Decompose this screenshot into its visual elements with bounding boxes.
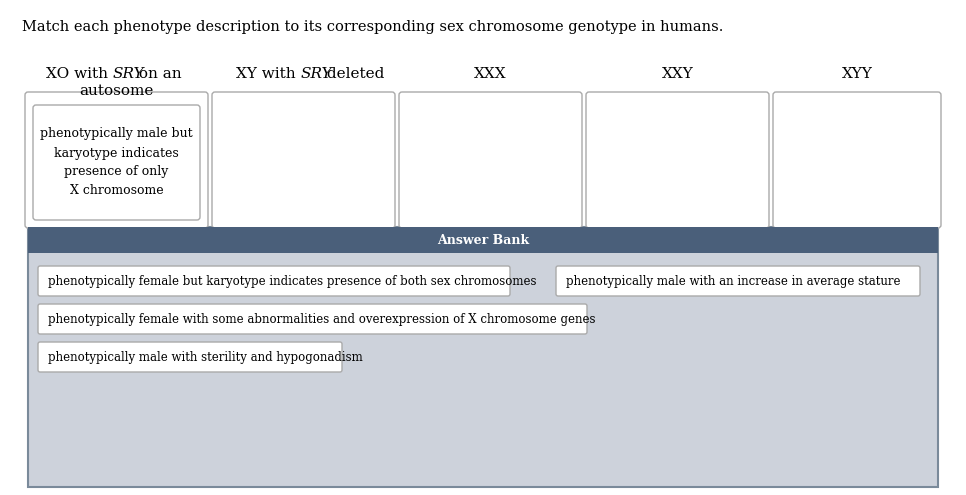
Text: SRY: SRY	[112, 67, 144, 81]
Text: phenotypically male with sterility and hypogonadism: phenotypically male with sterility and h…	[48, 350, 363, 363]
FancyBboxPatch shape	[586, 92, 769, 228]
FancyBboxPatch shape	[399, 92, 582, 228]
FancyBboxPatch shape	[33, 105, 200, 220]
FancyBboxPatch shape	[38, 304, 587, 334]
Text: autosome: autosome	[79, 84, 154, 98]
Text: on an: on an	[134, 67, 183, 81]
FancyBboxPatch shape	[556, 266, 920, 296]
FancyBboxPatch shape	[28, 227, 938, 253]
FancyBboxPatch shape	[773, 92, 941, 228]
Text: deleted: deleted	[323, 67, 384, 81]
Text: XO with: XO with	[45, 67, 112, 81]
FancyBboxPatch shape	[38, 266, 510, 296]
FancyBboxPatch shape	[28, 227, 938, 487]
Text: XXX: XXX	[474, 67, 507, 81]
Text: Answer Bank: Answer Bank	[437, 234, 529, 247]
Text: phenotypically female with some abnormalities and overexpression of X chromosome: phenotypically female with some abnormal…	[48, 312, 595, 326]
Text: phenotypically female but karyotype indicates presence of both sex chromosomes: phenotypically female but karyotype indi…	[48, 275, 536, 288]
FancyBboxPatch shape	[38, 342, 342, 372]
Text: XY with: XY with	[236, 67, 300, 81]
Text: phenotypically male but
karyotype indicates
presence of only
X chromosome: phenotypically male but karyotype indica…	[41, 128, 193, 198]
Text: XYY: XYY	[841, 67, 872, 81]
FancyBboxPatch shape	[25, 92, 208, 228]
Text: XXY: XXY	[662, 67, 694, 81]
Text: SRY: SRY	[300, 67, 332, 81]
Text: Match each phenotype description to its corresponding sex chromosome genotype in: Match each phenotype description to its …	[22, 20, 724, 34]
Text: phenotypically male with an increase in average stature: phenotypically male with an increase in …	[566, 275, 900, 288]
FancyBboxPatch shape	[212, 92, 395, 228]
